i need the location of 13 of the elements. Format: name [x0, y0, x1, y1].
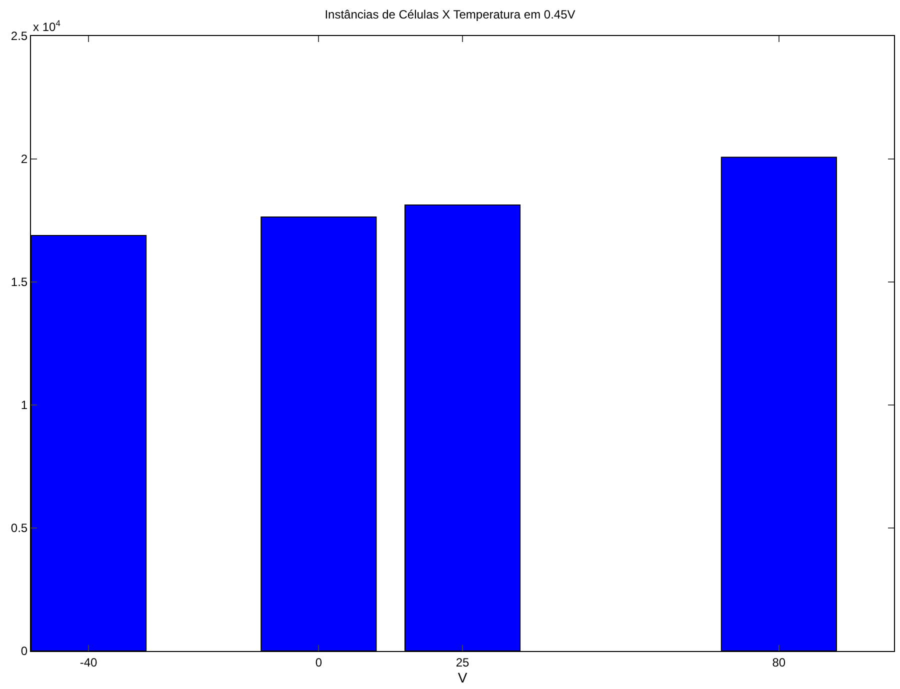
- x-tick-label: 25: [456, 655, 470, 670]
- x-axis-title: V: [458, 669, 468, 686]
- y-tick-label: 1.5: [10, 275, 28, 290]
- y-tick-label: 1: [20, 398, 28, 412]
- x-tick-label: 80: [772, 655, 786, 670]
- y-tick-label: 0.5: [10, 521, 28, 536]
- y-tick-label: 2: [20, 152, 28, 166]
- text: x 10$^{4}$: [33, 18, 61, 34]
- x-tick-label: 0: [315, 655, 322, 670]
- y-tick-label: 2.5: [10, 29, 28, 44]
- chart-title: Instâncias de Células X Temperatura em 0.45V: [324, 8, 576, 22]
- y-tick-label: 0: [20, 644, 28, 658]
- x-tick-label: -40: [80, 655, 98, 670]
